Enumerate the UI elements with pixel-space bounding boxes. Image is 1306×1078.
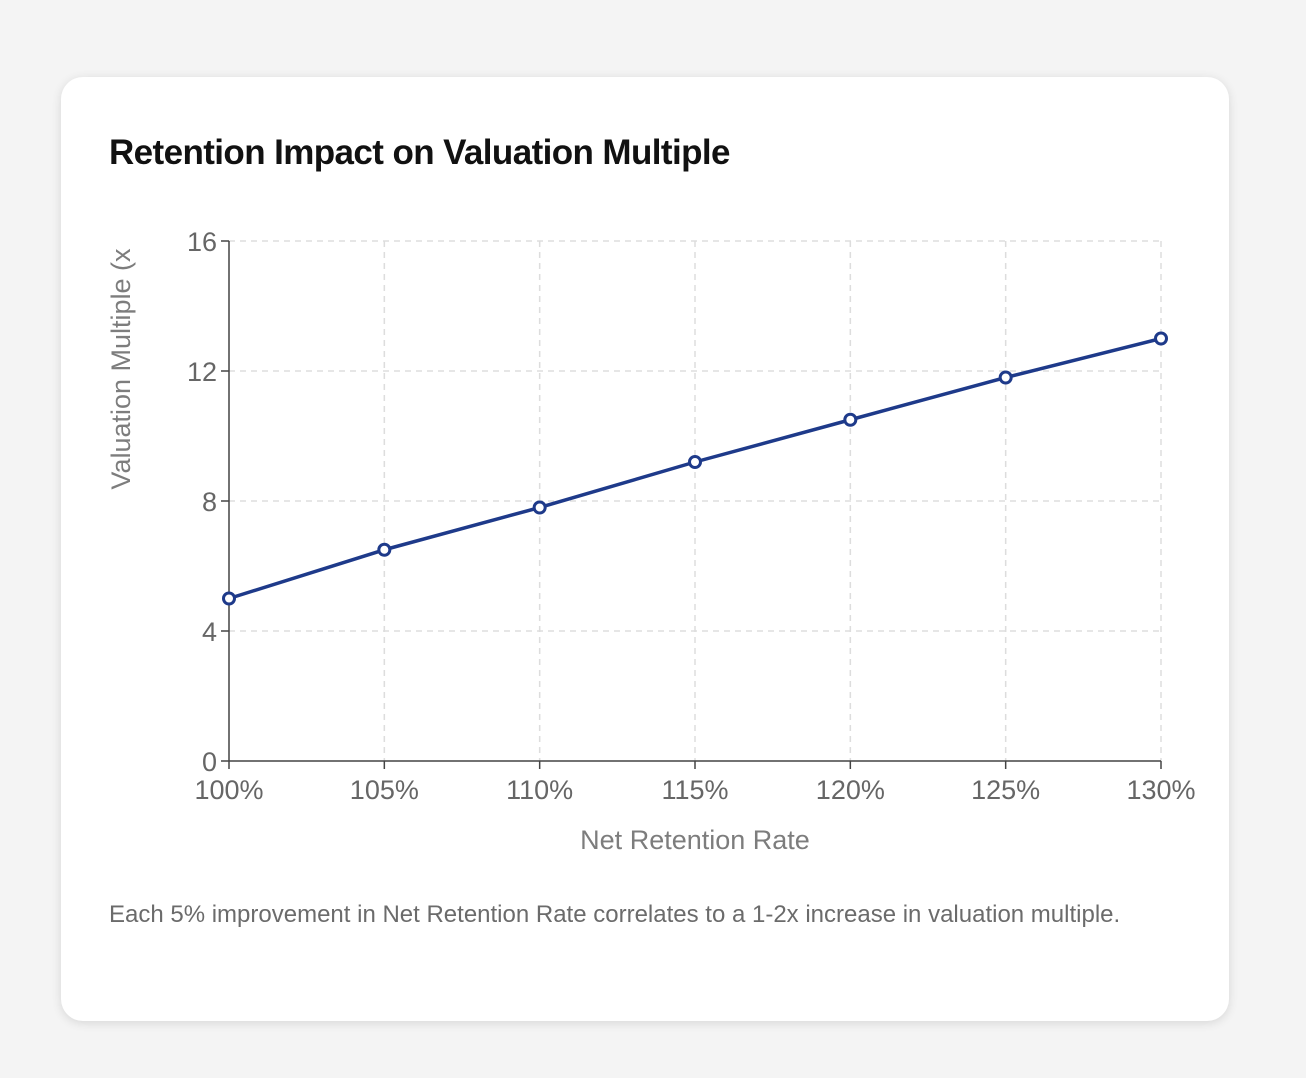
x-tick-label: 120% <box>816 775 885 805</box>
x-tick-label: 105% <box>350 775 419 805</box>
data-point <box>688 455 702 469</box>
x-tick-label: 115% <box>661 775 728 805</box>
x-tick-label: 125% <box>971 775 1040 805</box>
chart-title: Retention Impact on Valuation Multiple <box>109 133 730 172</box>
data-point <box>222 591 236 606</box>
y-axis-title: Valuation Multiple (x <box>106 248 136 490</box>
data-point <box>532 500 547 515</box>
data-point <box>998 370 1013 385</box>
chart-card: Retention Impact on Valuation Multiple 0… <box>61 77 1229 1021</box>
y-tick-label: 16 <box>187 227 217 257</box>
x-tick-label: 100% <box>194 775 263 805</box>
chart-caption: Each 5% improvement in Net Retention Rat… <box>109 901 1121 928</box>
y-tick-label: 8 <box>202 487 217 517</box>
y-tick-label: 12 <box>187 357 217 387</box>
data-point <box>843 412 858 427</box>
x-tick-label: 130% <box>1126 775 1195 805</box>
x-axis-title: Net Retention Rate <box>580 825 810 855</box>
data-point <box>377 542 392 557</box>
line-chart: 0 4 8 12 16 100% 105% 110% 115% 120% 125% 130% Net R… <box>106 227 1196 855</box>
data-point <box>1154 331 1168 346</box>
y-tick-label: 4 <box>202 617 217 647</box>
y-tick-label: 0 <box>202 747 217 777</box>
x-tick-label: 110% <box>506 775 573 805</box>
